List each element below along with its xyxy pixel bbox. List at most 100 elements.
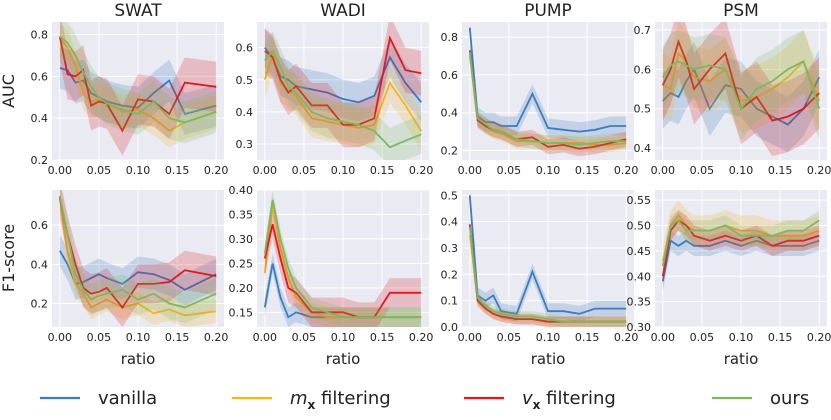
- band-ours: [662, 210, 820, 277]
- x-tick-label: 0.05: [292, 164, 317, 177]
- series-line-ours: [662, 60, 821, 111]
- series-line-vanilla: [662, 67, 821, 126]
- series-line-v-filtering: [468, 50, 627, 150]
- band-v-filtering: [469, 42, 627, 157]
- panel-psm-auc: 0.00 0.05 0.10 0.15 0.20 0.4 0.5 0.6 0.7 PSM: [634, 1, 831, 177]
- y-tick-label: 0.6: [236, 42, 254, 55]
- y-tick-label: 0.3: [236, 138, 254, 151]
- series-line-vanilla: [661, 239, 820, 282]
- x-tick-label: 0.00: [253, 331, 278, 344]
- x-axis-label: ratio: [724, 350, 759, 368]
- x-tick-label: 0.05: [690, 331, 715, 344]
- x-tick-label: 0.00: [651, 164, 676, 177]
- x-tick-label: 0.15: [165, 164, 190, 177]
- column-title: WADI: [320, 1, 366, 21]
- band-v-filtering: [59, 22, 217, 156]
- y-tick-label: 0.6: [31, 219, 49, 232]
- x-tick-label: 0.15: [370, 164, 395, 177]
- series-line-vanilla: [468, 195, 627, 315]
- band-v-filtering: [264, 22, 422, 148]
- column-title: PSM: [723, 1, 759, 21]
- column-title: PUMP: [524, 1, 572, 21]
- x-axis-label: ratio: [326, 350, 361, 368]
- series-line-m-filtering: [58, 197, 217, 317]
- legend-label: vanilla: [98, 388, 157, 409]
- series-line-ours: [468, 226, 627, 323]
- x-tick-label: 0.00: [458, 331, 483, 344]
- series-line-vanilla: [468, 27, 627, 133]
- y-tick-label: 0.0: [441, 321, 459, 334]
- y-tick-label: 0.40: [229, 184, 254, 197]
- series-line-v-filtering: [661, 38, 820, 122]
- x-tick-label: 0.05: [690, 164, 715, 177]
- legend-item: ours: [712, 388, 809, 409]
- band-ours: [59, 22, 217, 144]
- series-line-ours: [468, 52, 627, 146]
- x-tick-label: 0.00: [458, 164, 483, 177]
- band-vanilla: [59, 235, 217, 306]
- series-line-ours: [58, 195, 217, 309]
- y-tick-label: 0.55: [627, 194, 652, 207]
- x-tick-label: 0.15: [370, 331, 395, 344]
- band-ours: [264, 31, 422, 160]
- y-tick-label: 0.20: [229, 282, 254, 295]
- y-tick-label: 0.2: [441, 145, 459, 158]
- y-tick-label: 0.7: [634, 24, 652, 37]
- x-tick-label: 0.10: [729, 164, 754, 177]
- y-tick-label: 0.5: [236, 74, 254, 87]
- band-m-filtering: [264, 34, 422, 151]
- legend-suffix: filtering: [315, 388, 390, 409]
- x-tick-label: 0.20: [409, 164, 434, 177]
- x-tick-label: 0.05: [87, 164, 112, 177]
- band-vanilla: [264, 28, 422, 122]
- band-m-filtering: [469, 229, 627, 327]
- x-tick-label: 0.20: [204, 331, 229, 344]
- series-line-ours: [263, 199, 422, 319]
- y-tick-label: 0.8: [31, 29, 49, 42]
- x-tick-label: 0.10: [126, 331, 151, 344]
- y-tick-label: 0.4: [441, 216, 459, 229]
- x-tick-label: 0.10: [729, 331, 754, 344]
- y-tick-label: 0.8: [441, 31, 459, 44]
- legend-label: ours: [770, 388, 809, 409]
- band-m-filtering: [469, 48, 627, 153]
- x-tick-label: 0.05: [87, 331, 112, 344]
- x-tick-label: 0.15: [575, 331, 600, 344]
- y-tick-label: 0.35: [627, 296, 652, 309]
- y-tick-label: 0.15: [229, 306, 254, 319]
- band-vanilla: [662, 41, 820, 153]
- legend-subscript: x: [533, 398, 541, 412]
- band-ours: [59, 190, 217, 324]
- band-v-filtering: [662, 210, 820, 287]
- x-tick-label: 0.10: [331, 331, 356, 344]
- y-tick-label: 0.35: [229, 208, 254, 221]
- row-label-auc: AUC: [0, 74, 18, 108]
- x-tick-label: 0.15: [768, 331, 793, 344]
- y-tick-label: 0.4: [634, 142, 652, 155]
- legend-symbol: v: [522, 388, 533, 409]
- series-line-ours: [59, 35, 217, 124]
- x-tick-label: 0.00: [48, 164, 73, 177]
- y-tick-label: 0.1: [441, 295, 459, 308]
- row-label-f1: F1-score: [0, 224, 18, 292]
- x-axis-label: ratio: [531, 350, 566, 368]
- series-line-vanilla: [59, 67, 217, 116]
- legend-item: mx filtering: [232, 388, 391, 412]
- series-line-ours: [661, 219, 820, 267]
- band-ours: [264, 190, 422, 327]
- legend-item: vx filtering: [464, 388, 616, 412]
- x-tick-label: 0.20: [204, 164, 229, 177]
- x-tick-label: 0.20: [614, 331, 639, 344]
- x-tick-label: 0.00: [48, 331, 73, 344]
- band-ours: [662, 29, 820, 141]
- panel-swat-auc: 0.00 0.05 0.10 0.15 0.20 0.2 0.4 0.6 0.8 SWAT: [31, 1, 229, 177]
- band-vanilla: [59, 47, 217, 135]
- band-vanilla: [264, 253, 422, 327]
- legend-item: vanilla: [40, 388, 157, 409]
- x-tick-label: 0.20: [807, 331, 831, 344]
- y-tick-label: 0.4: [31, 112, 49, 125]
- series-line-ours: [264, 49, 422, 149]
- y-tick-label: 0.25: [229, 257, 254, 270]
- x-axis-label: ratio: [121, 350, 156, 368]
